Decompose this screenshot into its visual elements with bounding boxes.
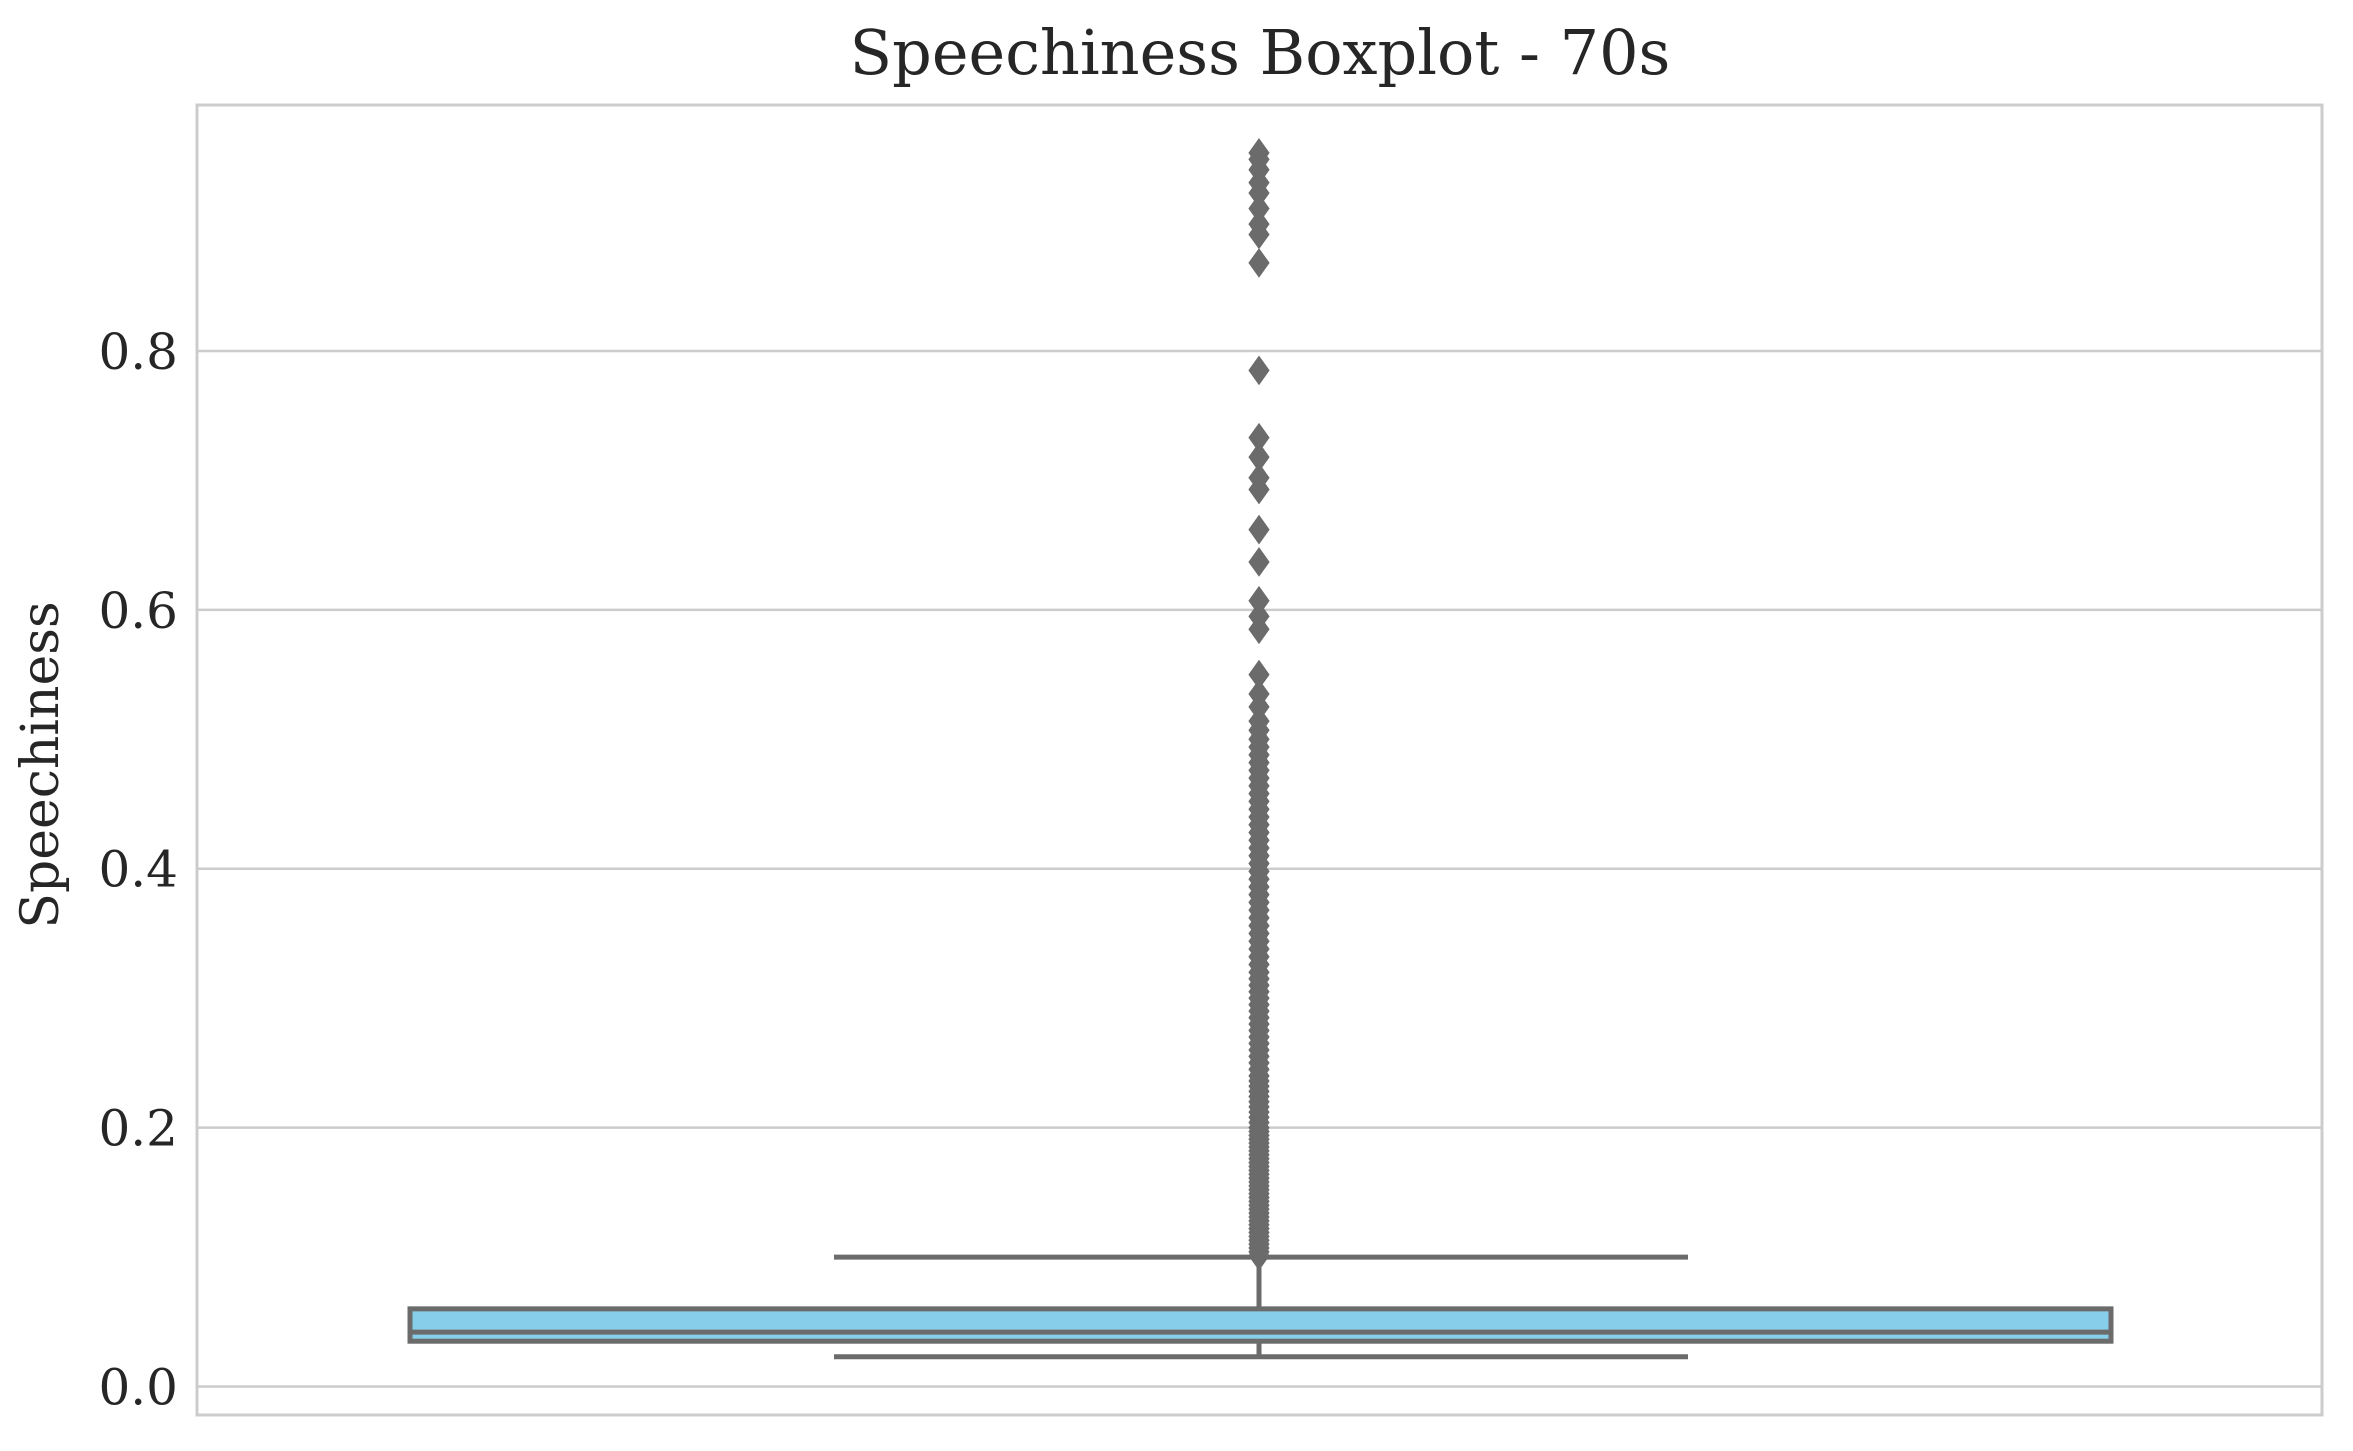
y-tick-label: 0.6	[98, 582, 178, 640]
outlier-point	[1248, 462, 1270, 493]
outlier-point	[1248, 209, 1270, 239]
y-tick-label: 0.0	[98, 1359, 178, 1417]
plot-frame	[195, 103, 2324, 1417]
outlier-point	[1248, 547, 1270, 577]
outlier-point	[1248, 138, 1270, 168]
y-tick-label: 0.4	[98, 841, 178, 899]
outlier-point	[1248, 422, 1270, 453]
outlier-point	[1248, 585, 1270, 616]
y-tick-label: 0.2	[98, 1100, 178, 1158]
outlier-point	[1248, 248, 1270, 278]
outlier-point	[1248, 601, 1270, 632]
outlier-point	[1248, 355, 1270, 386]
outlier-point	[1248, 514, 1270, 545]
outlier-point	[1248, 659, 1270, 690]
chart-title: Speechiness Boxplot - 70s	[850, 16, 1671, 89]
y-axis-label: Speechiness	[11, 601, 71, 928]
outlier-point	[1248, 442, 1270, 472]
outlier-points	[1248, 138, 1270, 1271]
y-axis-ticks: 0.0 0.2 0.4 0.6 0.8	[98, 323, 178, 1417]
outlier-point	[1248, 193, 1270, 224]
y-tick-label: 0.8	[98, 323, 178, 381]
box-and-whiskers	[407, 1254, 2114, 1360]
interquartile-box	[407, 1306, 2114, 1344]
outlier-point	[1248, 679, 1270, 709]
